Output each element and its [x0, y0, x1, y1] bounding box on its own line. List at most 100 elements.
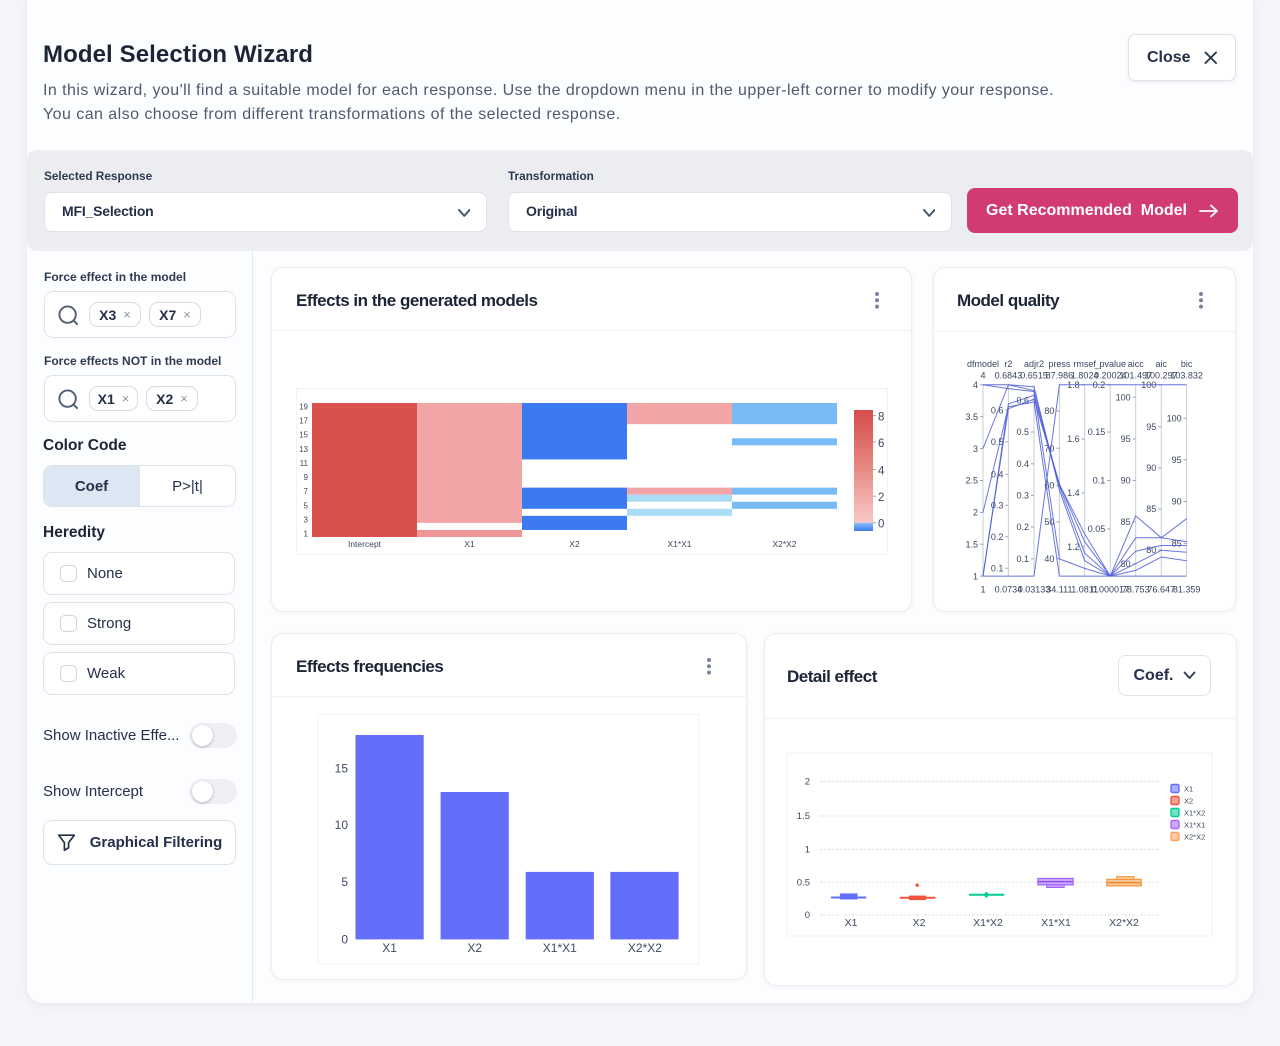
svg-text:0.5: 0.5 — [1016, 427, 1029, 437]
svg-text:11: 11 — [300, 459, 309, 468]
svg-text:5: 5 — [341, 875, 348, 889]
svg-text:0.6843: 0.6843 — [995, 371, 1023, 381]
svg-text:15: 15 — [335, 762, 349, 776]
svg-text:0.1: 0.1 — [1093, 476, 1106, 486]
svg-text:0.4: 0.4 — [1016, 459, 1029, 469]
svg-text:1.4: 1.4 — [1067, 488, 1080, 498]
svg-text:bic: bic — [1181, 359, 1193, 369]
svg-text:0.15: 0.15 — [1088, 427, 1106, 437]
svg-text:X2: X2 — [913, 917, 926, 929]
svg-text:2: 2 — [973, 508, 978, 518]
svg-text:aicc: aicc — [1128, 359, 1145, 369]
svg-text:100.297: 100.297 — [1145, 371, 1178, 381]
svg-text:1.2: 1.2 — [1067, 542, 1080, 552]
svg-text:95: 95 — [1146, 422, 1156, 432]
svg-text:1.0811: 1.0811 — [1071, 585, 1098, 595]
svg-text:aic: aic — [1156, 359, 1168, 369]
svg-text:34.111: 34.111 — [1046, 585, 1072, 595]
svg-text:4: 4 — [878, 466, 885, 478]
svg-text:1.5: 1.5 — [797, 811, 810, 822]
svg-text:0.03133: 0.03133 — [1018, 585, 1051, 595]
svg-text:X2: X2 — [569, 539, 580, 549]
svg-text:r2: r2 — [1004, 359, 1012, 369]
svg-text:103.832: 103.832 — [1170, 371, 1203, 381]
svg-text:0: 0 — [805, 910, 810, 921]
svg-text:X2*X2: X2*X2 — [1109, 917, 1139, 929]
svg-text:2: 2 — [805, 776, 810, 787]
svg-text:0: 0 — [878, 519, 884, 531]
svg-text:6: 6 — [878, 438, 884, 450]
svg-text:19: 19 — [299, 403, 308, 412]
svg-text:0.3: 0.3 — [1016, 491, 1029, 501]
svg-text:X1*X1: X1*X1 — [667, 539, 691, 549]
svg-text:X1: X1 — [382, 941, 397, 955]
svg-text:0.000017: 0.000017 — [1092, 585, 1130, 595]
svg-text:7: 7 — [304, 487, 309, 496]
svg-text:X1: X1 — [845, 917, 858, 929]
svg-text:1.6: 1.6 — [1067, 434, 1080, 444]
svg-text:1.5: 1.5 — [965, 539, 978, 549]
svg-text:0.5: 0.5 — [991, 437, 1004, 447]
svg-text:0.6: 0.6 — [1016, 395, 1029, 405]
svg-text:76.647: 76.647 — [1148, 585, 1176, 595]
svg-text:adjr2: adjr2 — [1024, 359, 1044, 369]
svg-text:0.05: 0.05 — [1088, 524, 1106, 534]
svg-text:3: 3 — [973, 444, 978, 454]
svg-text:3.5: 3.5 — [965, 412, 978, 422]
svg-text:press: press — [1048, 359, 1071, 369]
svg-text:40: 40 — [1044, 554, 1054, 564]
svg-text:0.1: 0.1 — [991, 563, 1004, 573]
svg-text:95: 95 — [1121, 434, 1131, 444]
svg-text:X1*X1: X1*X1 — [543, 941, 577, 955]
svg-text:4: 4 — [973, 380, 978, 390]
svg-text:85: 85 — [1146, 504, 1156, 514]
svg-text:1: 1 — [980, 585, 985, 595]
svg-text:X1: X1 — [464, 539, 475, 549]
svg-text:X2*X2: X2*X2 — [772, 539, 796, 549]
svg-text:60: 60 — [1044, 481, 1054, 491]
svg-text:13: 13 — [299, 445, 308, 454]
svg-text:87.986: 87.986 — [1046, 371, 1074, 381]
svg-text:2.5: 2.5 — [965, 476, 978, 486]
svg-text:rmsef: rmsef — [1073, 359, 1096, 369]
svg-text:X1*X1: X1*X1 — [1184, 821, 1205, 830]
svg-text:_pvalue: _pvalue — [1094, 359, 1127, 369]
svg-text:0.3: 0.3 — [991, 501, 1004, 511]
svg-text:1: 1 — [973, 571, 978, 581]
svg-text:0.4: 0.4 — [991, 469, 1004, 479]
svg-text:0.2: 0.2 — [991, 532, 1004, 542]
svg-text:2: 2 — [878, 492, 884, 504]
svg-text:9: 9 — [304, 473, 309, 482]
svg-text:1: 1 — [805, 845, 810, 856]
svg-text:100: 100 — [1116, 392, 1131, 402]
svg-text:0.5: 0.5 — [797, 877, 810, 888]
svg-text:0.6: 0.6 — [991, 405, 1004, 415]
svg-text:17: 17 — [299, 417, 308, 426]
svg-text:90: 90 — [1146, 463, 1156, 473]
svg-text:50: 50 — [1044, 517, 1054, 527]
svg-text:95: 95 — [1172, 455, 1182, 465]
svg-text:X1*X1: X1*X1 — [1041, 917, 1071, 929]
svg-text:5: 5 — [304, 501, 309, 510]
svg-text:4: 4 — [980, 371, 985, 381]
svg-text:Intercept: Intercept — [348, 539, 382, 549]
svg-text:X2*X2: X2*X2 — [1184, 833, 1205, 842]
svg-text:8: 8 — [878, 412, 884, 424]
svg-text:0.2: 0.2 — [1016, 522, 1029, 532]
svg-text:X1: X1 — [1184, 785, 1193, 794]
svg-text:90: 90 — [1172, 497, 1182, 507]
svg-text:0.20024: 0.20024 — [1094, 371, 1127, 381]
svg-text:81.359: 81.359 — [1173, 585, 1201, 595]
svg-text:15: 15 — [299, 431, 308, 440]
svg-text:X2*X2: X2*X2 — [628, 941, 662, 955]
svg-text:85: 85 — [1172, 539, 1182, 549]
svg-text:X2: X2 — [1184, 797, 1193, 806]
svg-text:80: 80 — [1146, 545, 1156, 555]
svg-text:1.8024: 1.8024 — [1071, 371, 1099, 381]
svg-text:10: 10 — [335, 818, 349, 832]
svg-text:0.0734: 0.0734 — [995, 585, 1023, 595]
svg-text:85: 85 — [1121, 517, 1131, 527]
svg-text:0.1: 0.1 — [1016, 554, 1029, 564]
svg-text:0.6515: 0.6515 — [1020, 371, 1048, 381]
svg-text:90: 90 — [1121, 476, 1131, 486]
